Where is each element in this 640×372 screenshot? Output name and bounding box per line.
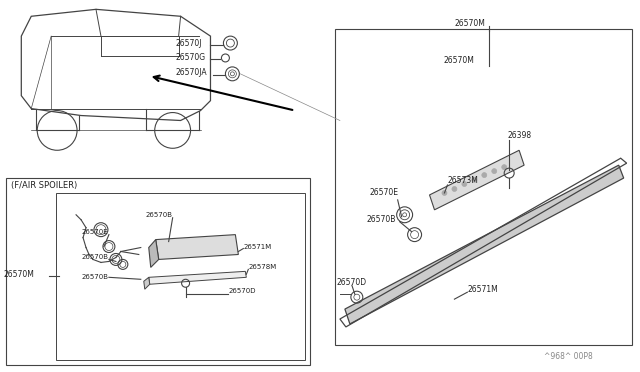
Text: 26578M: 26578M [248, 264, 276, 270]
Circle shape [472, 177, 477, 183]
Text: 26573M: 26573M [447, 176, 478, 185]
Bar [56, 193, 305, 360]
Text: 26570B: 26570B [81, 274, 108, 280]
Text: 26571M: 26571M [243, 244, 271, 250]
Polygon shape [148, 240, 159, 267]
Text: 26571M: 26571M [467, 285, 498, 294]
Circle shape [502, 165, 507, 170]
Bar [6, 178, 310, 365]
Polygon shape [156, 235, 238, 259]
Text: 26398: 26398 [507, 131, 531, 140]
Text: 26570D: 26570D [228, 288, 256, 294]
Circle shape [482, 173, 487, 177]
Text: 26570B: 26570B [367, 215, 396, 224]
Text: 26570M: 26570M [444, 57, 475, 65]
Polygon shape [429, 150, 524, 210]
Text: 26570D: 26570D [337, 278, 367, 287]
Text: 26570J: 26570J [175, 39, 202, 48]
Text: 26570E: 26570E [81, 229, 108, 235]
Circle shape [442, 190, 447, 195]
Text: 26570M: 26570M [3, 270, 35, 279]
Text: ^968^ 00P8: ^968^ 00P8 [544, 352, 593, 361]
Circle shape [462, 182, 467, 186]
Text: 26570JA: 26570JA [175, 68, 207, 77]
Text: 26570B: 26570B [146, 212, 173, 218]
Polygon shape [148, 271, 246, 284]
Circle shape [452, 186, 457, 192]
Circle shape [492, 169, 497, 174]
Text: (F/AIR SPOILER): (F/AIR SPOILER) [12, 180, 77, 189]
Polygon shape [345, 165, 623, 324]
Text: 26570E: 26570E [370, 189, 399, 198]
Text: 26570G: 26570G [175, 54, 205, 62]
Text: 26570M: 26570M [454, 19, 485, 28]
Polygon shape [144, 277, 150, 289]
Bar [335, 29, 632, 345]
Text: 26570B: 26570B [81, 254, 108, 260]
